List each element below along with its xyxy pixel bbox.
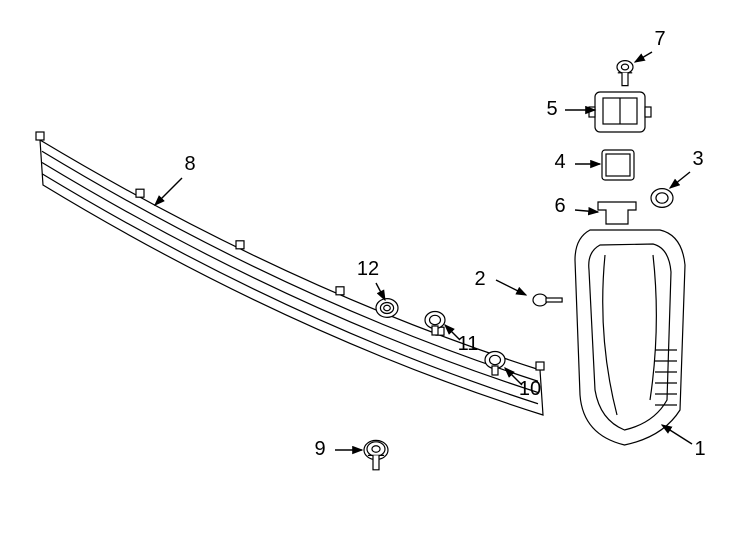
callout-label-2: 2 — [474, 268, 485, 290]
callout-arrow-1 — [662, 425, 692, 444]
callout-label-3: 3 — [692, 148, 703, 170]
callout-arrow-3 — [670, 172, 690, 188]
callout-label-4: 4 — [554, 151, 565, 173]
callout-label-10: 10 — [519, 378, 541, 400]
callout-label-5: 5 — [546, 98, 557, 120]
part-3-nut — [651, 189, 673, 208]
callout-label-1: 1 — [694, 438, 705, 460]
callout-arrow-7 — [635, 52, 652, 62]
callout-label-6: 6 — [554, 195, 565, 217]
parts-diagram: 123456789101112 — [0, 0, 734, 540]
part-7-screw — [617, 61, 633, 74]
callout-arrow-2 — [496, 280, 526, 295]
part-2-bolt — [533, 294, 547, 306]
callout-label-12: 12 — [357, 258, 379, 280]
part-9-screw — [367, 442, 385, 456]
callout-arrow-8 — [155, 178, 182, 205]
callout-label-11: 11 — [458, 333, 479, 355]
callout-label-9: 9 — [314, 438, 325, 460]
part-6-bracket — [598, 202, 636, 224]
callout-arrow-12 — [376, 283, 385, 300]
part-12-nut — [376, 299, 398, 318]
callout-label-8: 8 — [184, 153, 195, 175]
part-8-bar — [40, 140, 543, 415]
callout-arrow-6 — [575, 210, 598, 212]
callout-label-7: 7 — [654, 28, 665, 50]
